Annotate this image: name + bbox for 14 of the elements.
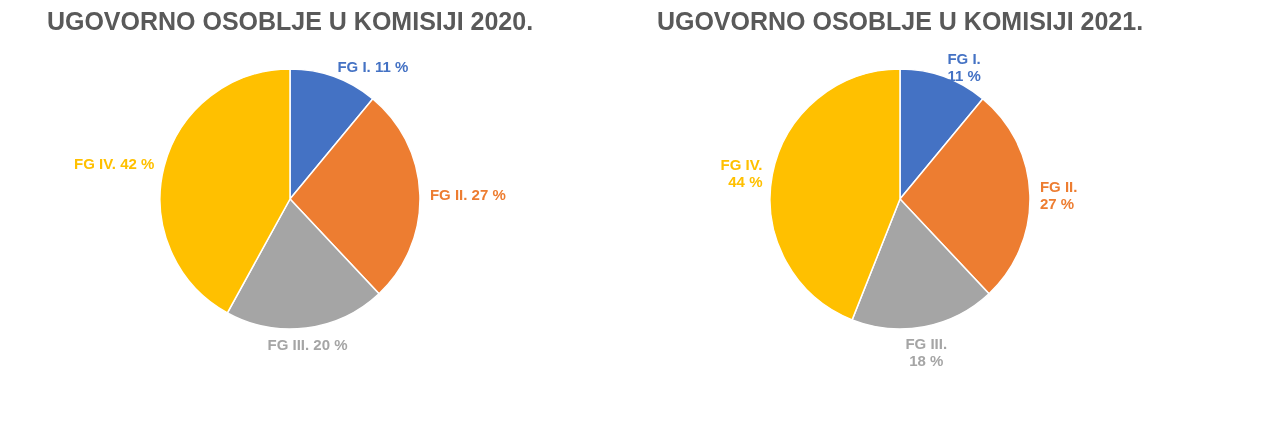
slice-label: FG III. 20 % xyxy=(267,335,348,353)
data-label: 27 % xyxy=(1039,194,1075,212)
chart-title: UGOVORNO OSOBLJE U KOMISIJI 2020. xyxy=(46,7,534,35)
slice-label: FG IV. 42 % xyxy=(74,155,155,173)
slice-label: FG I. xyxy=(947,50,981,68)
slice-label: FG II. xyxy=(1039,177,1078,195)
chart-title: UGOVORNO OSOBLJE U KOMISIJI 2021. xyxy=(656,7,1144,35)
slice-label: FG IV. xyxy=(720,155,763,173)
slice-label: FG I. 11 % xyxy=(337,58,409,76)
data-label: 44 % xyxy=(728,172,763,190)
data-label: 11 % xyxy=(947,67,981,85)
data-label: 18 % xyxy=(909,351,944,369)
slice-label: FG II. 27 % xyxy=(429,185,506,203)
slice-label: FG III. xyxy=(905,334,948,352)
